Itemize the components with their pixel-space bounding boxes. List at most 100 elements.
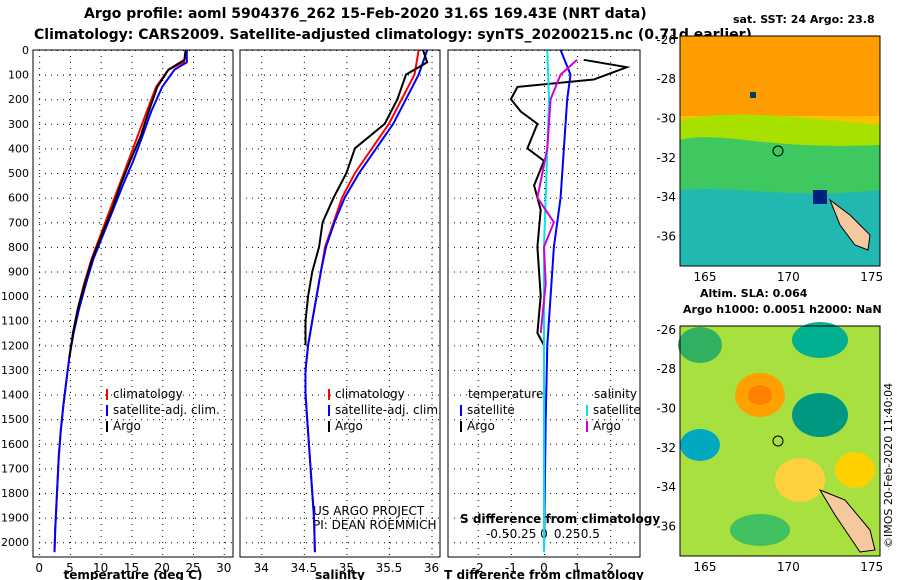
grid-dot xyxy=(39,392,41,393)
grid-dot xyxy=(520,468,521,470)
grid-dot xyxy=(432,542,433,544)
grid-dot xyxy=(303,266,305,267)
grid-dot xyxy=(183,74,184,76)
grid-dot xyxy=(372,271,373,273)
grid-dot xyxy=(432,246,433,248)
grid-dot xyxy=(87,173,88,175)
grid-dot xyxy=(496,517,497,519)
grid-dot xyxy=(574,123,575,125)
grid-dot xyxy=(431,554,433,555)
grid-dot xyxy=(201,369,202,371)
grid-dot xyxy=(454,517,455,519)
grid-dot xyxy=(408,296,409,298)
grid-dot xyxy=(306,74,307,76)
grid-dot xyxy=(414,123,415,125)
grid-dot xyxy=(223,392,225,393)
grid-dot xyxy=(162,140,164,141)
grid-dot xyxy=(141,173,142,175)
grid-dot xyxy=(432,99,433,101)
grid-dot xyxy=(261,440,263,441)
y-tick-label: 1400 xyxy=(1,389,29,402)
grid-dot xyxy=(426,123,427,125)
grid-dot xyxy=(372,517,373,519)
x-tick-label: 36 xyxy=(424,561,439,575)
grid-dot xyxy=(586,320,587,322)
grid-dot xyxy=(258,123,259,125)
grid-dot xyxy=(162,164,164,165)
grid-dot xyxy=(496,468,497,470)
grid-dot xyxy=(69,302,71,303)
grid-dot xyxy=(81,517,82,519)
grid-dot xyxy=(193,428,194,429)
grid-dot xyxy=(628,222,629,224)
grid-dot xyxy=(390,271,391,273)
grid-dot xyxy=(303,440,305,441)
grid-dot xyxy=(510,344,512,345)
grid-dot xyxy=(231,419,232,421)
sla-cold-eddy-2 xyxy=(678,327,722,363)
grid-dot xyxy=(288,443,289,445)
grid-dot xyxy=(264,369,265,371)
grid-dot xyxy=(586,271,587,273)
grid-dot xyxy=(390,345,391,347)
grid-dot xyxy=(577,230,579,231)
grid-dot xyxy=(51,542,52,544)
grid-dot xyxy=(610,345,611,347)
grid-dot xyxy=(477,218,479,219)
grid-dot xyxy=(532,123,533,125)
grid-dot xyxy=(252,271,253,273)
grid-dot xyxy=(324,320,325,322)
grid-dot xyxy=(510,386,512,387)
grid-dot xyxy=(477,194,479,195)
grid-dot xyxy=(39,248,41,249)
grid-dot xyxy=(223,446,225,447)
grid-dot xyxy=(342,296,343,298)
grid-dot xyxy=(201,296,202,298)
grid-dot xyxy=(69,554,71,555)
grid-dot xyxy=(225,222,226,224)
grid-dot xyxy=(75,394,76,396)
grid-dot xyxy=(99,173,100,175)
grid-dot xyxy=(592,394,593,396)
y-tick-label: 500 xyxy=(8,167,29,180)
grid-dot xyxy=(574,148,575,150)
grid-dot xyxy=(294,246,295,248)
grid-dot xyxy=(75,542,76,544)
grid-dot xyxy=(634,369,635,371)
grid-dot xyxy=(201,271,202,273)
grid-dot xyxy=(162,440,164,441)
grid-dot xyxy=(610,369,611,371)
grid-dot xyxy=(100,140,102,141)
grid-dot xyxy=(610,182,612,183)
grid-dot xyxy=(431,290,433,291)
grid-dot xyxy=(189,443,190,445)
grid-dot xyxy=(532,99,533,101)
grid-dot xyxy=(162,488,164,489)
grid-dot xyxy=(577,98,579,99)
grid-dot xyxy=(577,134,579,135)
grid-dot xyxy=(388,548,390,549)
grid-dot xyxy=(131,128,133,129)
grid-dot xyxy=(520,517,521,519)
grid-dot xyxy=(336,542,337,544)
grid-dot xyxy=(105,197,106,199)
grid-dot xyxy=(303,56,305,57)
grid-dot xyxy=(39,494,41,495)
grid-dot xyxy=(159,123,160,125)
grid-dot xyxy=(131,398,133,399)
grid-dot xyxy=(264,468,265,470)
grid-dot xyxy=(276,320,277,322)
grid-dot xyxy=(51,197,52,199)
grid-dot xyxy=(261,554,263,555)
grid-dot xyxy=(225,394,226,396)
grid-dot xyxy=(261,200,263,201)
grid-dot xyxy=(466,517,467,519)
grid-dot xyxy=(189,74,190,76)
grid-dot xyxy=(478,345,479,347)
grid-dot xyxy=(520,246,521,248)
grid-dot xyxy=(330,493,331,495)
grid-dot xyxy=(258,271,259,273)
grid-dot xyxy=(141,99,142,101)
grid-dot xyxy=(87,197,88,199)
grid-dot xyxy=(346,218,348,219)
